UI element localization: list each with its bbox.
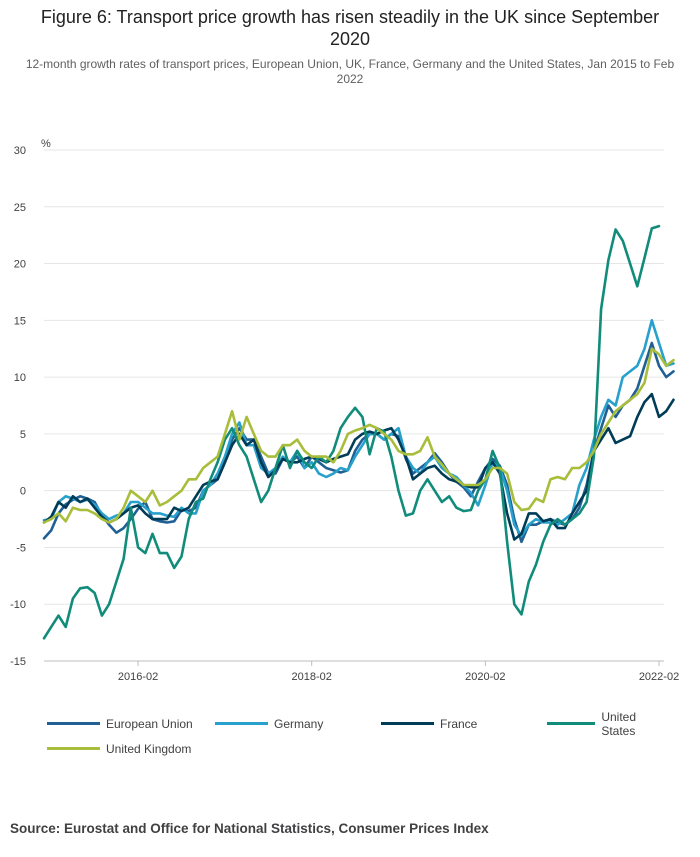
x-tick-label: 2018-02 bbox=[292, 671, 332, 683]
legend-item-united-states[interactable]: United States bbox=[547, 710, 667, 738]
x-tick-labels: 2016-02 2018-02 2020-02 2022-02 bbox=[118, 671, 679, 683]
legend-label: Germany bbox=[274, 716, 324, 731]
legend-label: European Union bbox=[106, 716, 193, 731]
y-tick-label: 30 bbox=[14, 145, 26, 157]
legend-label: United Kingdom bbox=[106, 741, 192, 756]
x-axis bbox=[44, 660, 664, 666]
series-line-united-states bbox=[42, 224, 661, 640]
legend-swatch bbox=[47, 747, 100, 750]
legend-item-united-kingdom[interactable]: United Kingdom bbox=[47, 740, 247, 757]
y-axis-label: % bbox=[41, 138, 51, 150]
y-tick-labels: -15 -10 -5 0 5 10 15 20 25 30 bbox=[10, 145, 26, 668]
y-tick-label: 25 bbox=[14, 202, 26, 214]
line-chart: -15 -10 -5 0 5 10 15 20 25 30 % 2016-02 2018-02 202… bbox=[10, 138, 679, 683]
y-tick-label: -5 bbox=[16, 542, 26, 554]
y-tick-label: 15 bbox=[14, 315, 26, 327]
legend-item-germany[interactable]: Germany bbox=[215, 715, 381, 732]
legend-label: United States bbox=[601, 709, 636, 738]
legend-item-france[interactable]: France bbox=[381, 715, 547, 732]
legend-label: France bbox=[440, 716, 478, 731]
legend-item-european-union[interactable]: European Union bbox=[47, 715, 215, 732]
legend-swatch bbox=[381, 722, 434, 725]
legend-swatch bbox=[215, 722, 268, 725]
y-tick-label: 20 bbox=[14, 259, 26, 271]
chart-subtitle: 12-month growth rates of transport price… bbox=[25, 57, 675, 86]
x-tick-label: 2020-02 bbox=[465, 671, 505, 683]
legend: European Union Germany France United States… bbox=[47, 710, 667, 757]
y-tick-label: -10 bbox=[10, 599, 26, 611]
x-tick-label: 2022-02 bbox=[639, 671, 679, 683]
legend-swatch bbox=[47, 722, 100, 725]
series-line-united-kingdom bbox=[42, 347, 675, 524]
y-tick-label: -15 bbox=[10, 656, 26, 668]
source-note: Source: Eurostat and Office for National… bbox=[10, 821, 489, 836]
legend-swatch bbox=[547, 722, 596, 725]
y-tick-label: 0 bbox=[20, 486, 26, 498]
series-lines bbox=[42, 224, 675, 640]
x-tick-label: 2016-02 bbox=[118, 671, 158, 683]
chart-title: Figure 6: Transport price growth has ris… bbox=[40, 7, 660, 49]
y-tick-label: 5 bbox=[20, 429, 26, 441]
gridlines bbox=[44, 149, 664, 662]
series-line-germany bbox=[42, 318, 675, 538]
y-tick-label: 10 bbox=[14, 372, 26, 384]
